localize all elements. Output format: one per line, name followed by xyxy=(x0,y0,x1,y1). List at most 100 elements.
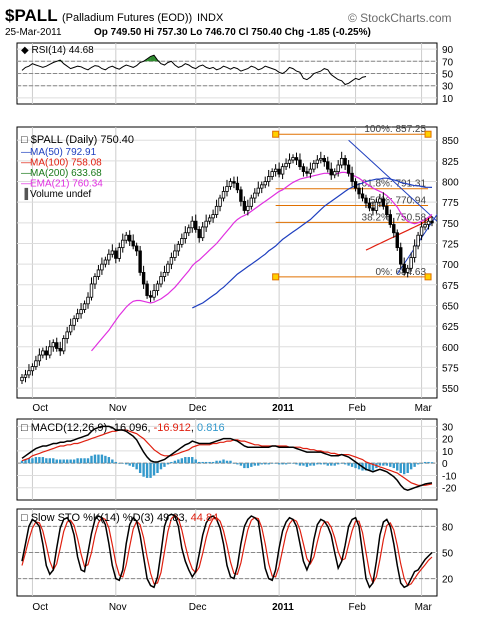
candle-down xyxy=(430,220,434,224)
candle-up xyxy=(273,168,278,173)
stochastic-title-part: □ Slow STO %K(14) %D(3) 49.83, xyxy=(21,512,191,524)
y-tick-label: 625 xyxy=(442,322,459,333)
candle-down xyxy=(194,220,198,230)
candle-up xyxy=(426,220,431,225)
macd-title-part: □ MACD(12,26,9) -16.096, xyxy=(21,422,154,434)
macd-histogram-bar xyxy=(389,463,392,467)
candle-down xyxy=(145,283,149,296)
candle-down xyxy=(329,168,333,176)
macd-histogram-bar xyxy=(128,463,131,466)
macd-histogram-bar xyxy=(166,463,170,465)
candle-down xyxy=(55,342,59,349)
candle-up xyxy=(308,168,313,174)
macd-histogram-bar xyxy=(69,459,72,464)
candle-down xyxy=(360,193,365,199)
legend-entry: MA(50) 792.91 xyxy=(30,147,97,158)
macd-histogram-bar xyxy=(257,463,260,466)
macd-histogram-bar xyxy=(423,461,427,464)
y-tick-label: 10 xyxy=(442,94,454,105)
macd-histogram-bar xyxy=(330,463,333,466)
candle-down xyxy=(322,157,326,163)
candle-up xyxy=(159,276,163,285)
macd-histogram-bar xyxy=(97,454,100,464)
macd-histogram-bar xyxy=(403,463,406,475)
candle-down xyxy=(385,205,389,215)
rsi-line xyxy=(21,54,367,86)
candle-up xyxy=(162,272,167,277)
macd-title: □ MACD(12,26,9) -16.096, -16.912, 0.816 xyxy=(21,422,225,434)
macd-histogram-bar xyxy=(326,463,329,466)
candle-down xyxy=(58,348,62,352)
candle-down xyxy=(367,202,372,209)
candle-up xyxy=(374,201,379,211)
candle-down xyxy=(138,250,142,273)
x-tick-label: Nov xyxy=(109,602,127,613)
macd-histogram-bar xyxy=(409,463,413,470)
candle-up xyxy=(256,187,260,194)
candle-up xyxy=(41,350,45,356)
fib-level-label: 38.2%: 750.58 xyxy=(362,212,427,223)
macd-histogram-bar xyxy=(347,463,350,466)
fib-level-label: 50%: 770.94 xyxy=(370,196,427,207)
macd-histogram-bar xyxy=(222,459,225,464)
macd-histogram-bar xyxy=(295,463,298,465)
y-tick-label: 750 xyxy=(442,219,459,230)
macd-histogram-bar xyxy=(336,463,340,465)
macd-histogram-bar xyxy=(232,463,236,464)
candle-up xyxy=(211,214,215,219)
macd-histogram-bar xyxy=(208,461,211,464)
candle-down xyxy=(141,272,146,285)
candle-up xyxy=(225,186,229,192)
candle-up xyxy=(263,181,267,186)
candle-up xyxy=(200,226,205,239)
candle-up xyxy=(37,354,42,362)
candle-down xyxy=(298,159,302,168)
candle-down xyxy=(395,232,399,249)
candle-down xyxy=(388,214,393,225)
macd-line xyxy=(21,425,433,491)
candle-up xyxy=(246,205,250,211)
candle-down xyxy=(134,245,139,252)
legend-swatch: — xyxy=(21,147,31,158)
candle-up xyxy=(249,197,254,207)
macd-histogram-bar xyxy=(284,463,288,465)
macd-histogram-bar xyxy=(305,463,309,467)
macd-histogram-bar xyxy=(121,463,124,464)
macd-histogram-bar xyxy=(93,454,97,464)
legend-swatch: — xyxy=(21,168,31,179)
y-tick-label: 675 xyxy=(442,281,459,292)
candle-up xyxy=(405,267,410,273)
y-tick-label: 10 xyxy=(442,447,454,458)
x-tick-label: Mar xyxy=(415,403,433,414)
macd-histogram-bar xyxy=(163,463,166,467)
candle-up xyxy=(68,324,73,333)
macd-histogram-bar xyxy=(260,463,263,465)
x-tick-label: Feb xyxy=(349,403,367,414)
macd-histogram-bar xyxy=(62,459,65,464)
candle-down xyxy=(242,200,247,211)
stochastic-k-line xyxy=(21,513,433,589)
macd-histogram-bar xyxy=(319,463,323,465)
macd-histogram-bar xyxy=(420,463,423,464)
candle-up xyxy=(51,342,55,348)
legend-entry: Volume undef xyxy=(30,189,91,200)
macd-histogram-bar xyxy=(350,463,354,467)
macd-title-part: -16.912 xyxy=(154,422,191,434)
candle-up xyxy=(416,234,420,247)
trend-line xyxy=(348,139,438,222)
candle-up xyxy=(260,184,264,189)
macd-histogram-bar xyxy=(152,463,156,476)
y-tick-label: 650 xyxy=(442,301,459,312)
brand-logo: © StockCharts.com xyxy=(348,11,452,25)
candle-up xyxy=(266,176,271,182)
candle-up xyxy=(207,217,212,222)
macd-title-part: , xyxy=(191,422,197,434)
macd-histogram-bar xyxy=(201,461,204,464)
y-tick-label: 850 xyxy=(442,136,459,147)
macd-histogram-bar xyxy=(368,463,371,471)
macd-histogram-bar xyxy=(65,459,69,464)
candle-down xyxy=(301,166,306,173)
candle-up xyxy=(378,198,382,203)
candle-up xyxy=(423,224,427,228)
y-tick-label: 70 xyxy=(442,57,454,68)
